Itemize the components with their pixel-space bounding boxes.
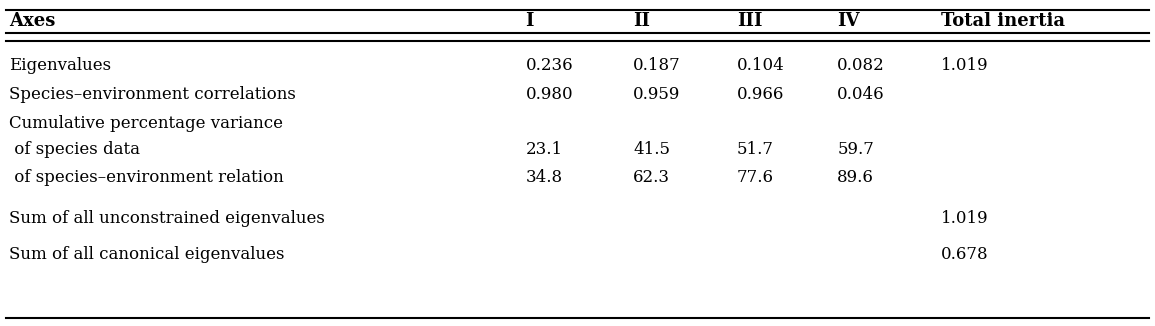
- Text: 51.7: 51.7: [737, 141, 774, 158]
- Text: 62.3: 62.3: [633, 169, 670, 186]
- Text: 0.959: 0.959: [633, 86, 680, 103]
- Text: 0.236: 0.236: [526, 57, 573, 74]
- Text: 1.019: 1.019: [941, 57, 989, 74]
- Text: 89.6: 89.6: [837, 169, 874, 186]
- Text: 23.1: 23.1: [526, 141, 562, 158]
- Text: I: I: [526, 12, 534, 30]
- Text: 0.082: 0.082: [837, 57, 885, 74]
- Text: 34.8: 34.8: [526, 169, 562, 186]
- Text: Total inertia: Total inertia: [941, 12, 1065, 30]
- Text: 1.019: 1.019: [941, 210, 989, 227]
- Text: III: III: [737, 12, 762, 30]
- Text: 0.966: 0.966: [737, 86, 784, 103]
- Text: of species data: of species data: [9, 141, 140, 158]
- Text: Cumulative percentage variance: Cumulative percentage variance: [9, 115, 283, 132]
- Text: 0.046: 0.046: [837, 86, 885, 103]
- Text: Sum of all unconstrained eigenvalues: Sum of all unconstrained eigenvalues: [9, 210, 325, 227]
- Text: 0.678: 0.678: [941, 246, 989, 263]
- Text: 41.5: 41.5: [633, 141, 670, 158]
- Text: 59.7: 59.7: [837, 141, 874, 158]
- Text: 0.980: 0.980: [526, 86, 573, 103]
- Text: IV: IV: [837, 12, 859, 30]
- Text: 0.104: 0.104: [737, 57, 784, 74]
- Text: 0.187: 0.187: [633, 57, 680, 74]
- Text: 77.6: 77.6: [737, 169, 774, 186]
- Text: II: II: [633, 12, 650, 30]
- Text: Species–environment correlations: Species–environment correlations: [9, 86, 296, 103]
- Text: Sum of all canonical eigenvalues: Sum of all canonical eigenvalues: [9, 246, 285, 263]
- Text: of species–environment relation: of species–environment relation: [9, 169, 284, 186]
- Text: Eigenvalues: Eigenvalues: [9, 57, 111, 74]
- Text: Axes: Axes: [9, 12, 55, 30]
